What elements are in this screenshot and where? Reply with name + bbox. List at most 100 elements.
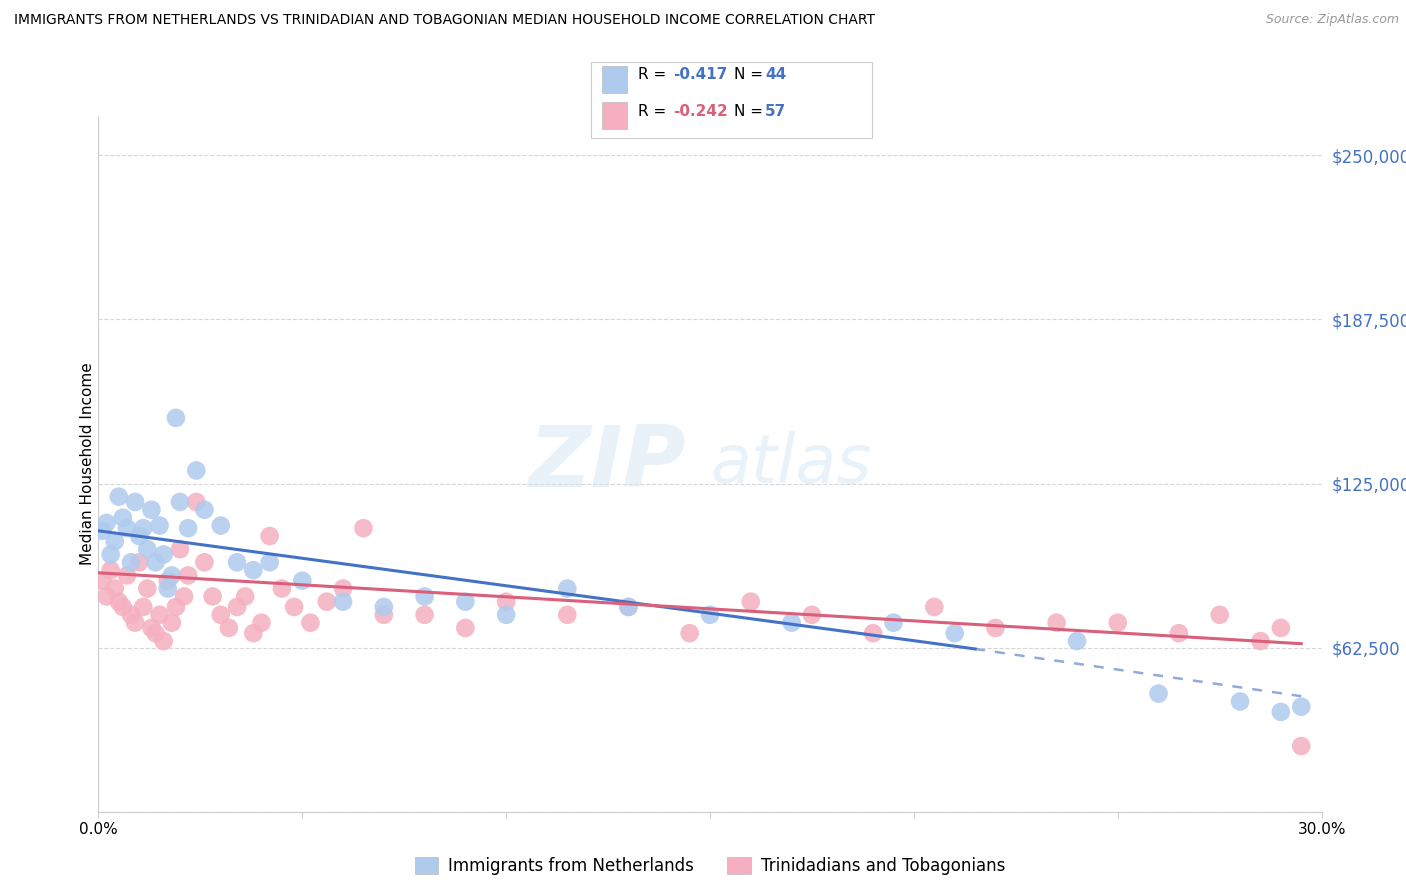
Point [149,607,172,622]
Point [801,607,824,622]
Point [165,410,187,425]
Point [104,534,127,549]
Point [120,607,142,622]
Point [883,615,905,630]
Text: 57: 57 [765,103,786,119]
Point [120,555,142,569]
Point [555,607,579,622]
Point [862,626,884,640]
Point [124,495,146,509]
Point [291,574,314,588]
Point [100,563,122,577]
Point [373,599,395,614]
Point [1270,621,1292,635]
Point [1107,615,1129,630]
Point [413,590,436,604]
Text: -0.242: -0.242 [673,103,728,119]
Text: N =: N = [734,68,768,82]
Point [177,521,200,535]
Point [141,503,163,517]
Point [193,555,215,569]
Point [156,574,179,588]
Point [108,490,131,504]
Point [299,615,322,630]
Point [141,621,163,635]
Point [1291,699,1313,714]
Point [132,599,155,614]
Point [617,599,640,614]
Point [186,463,208,477]
Point [283,599,305,614]
Point [413,607,436,622]
Point [1209,607,1232,622]
Y-axis label: Median Household Income: Median Household Income [80,362,94,566]
Point [226,555,249,569]
Point [332,582,354,596]
Point [145,555,167,569]
Point [943,626,966,640]
Point [780,615,803,630]
Point [495,595,517,609]
Point [177,568,200,582]
Point [160,568,183,582]
Point [128,529,150,543]
Point [209,518,232,533]
Point [96,516,118,530]
Point [152,634,174,648]
Point [100,548,122,562]
Point [186,495,208,509]
Point [270,582,294,596]
Point [242,626,264,640]
Point [1229,694,1251,708]
Point [454,621,477,635]
Point [201,590,224,604]
Point [111,599,134,614]
Text: R =: R = [638,103,672,119]
Text: atlas: atlas [710,431,872,497]
Point [1147,687,1170,701]
Point [315,595,337,609]
Point [352,521,374,535]
Point [165,599,187,614]
Text: -0.417: -0.417 [673,68,728,82]
Point [1249,634,1271,648]
Point [145,626,167,640]
Point [149,518,172,533]
Legend: Immigrants from Netherlands, Trinidadians and Tobagonians: Immigrants from Netherlands, Trinidadian… [406,848,1014,883]
Text: ZIP: ZIP [527,422,686,506]
Point [115,521,138,535]
Text: N =: N = [734,103,768,119]
Text: IMMIGRANTS FROM NETHERLANDS VS TRINIDADIAN AND TOBAGONIAN MEDIAN HOUSEHOLD INCOM: IMMIGRANTS FROM NETHERLANDS VS TRINIDADI… [14,13,875,28]
Point [209,607,232,622]
Point [91,524,114,538]
Point [259,555,281,569]
Point [332,595,354,609]
Point [454,595,477,609]
Point [169,495,191,509]
Point [193,503,215,517]
Point [136,542,159,557]
Point [128,555,150,569]
Point [495,607,517,622]
Point [250,615,273,630]
Point [169,542,191,557]
Point [679,626,702,640]
Point [233,590,256,604]
Text: 44: 44 [765,68,786,82]
Text: R =: R = [638,68,672,82]
Point [218,621,240,635]
Point [1270,705,1292,719]
Point [115,568,138,582]
Point [1066,634,1088,648]
Point [242,563,264,577]
Point [173,590,195,604]
Point [136,582,159,596]
Point [132,521,155,535]
Point [922,599,945,614]
Point [108,595,131,609]
Point [1291,739,1313,753]
Point [104,582,127,596]
Point [259,529,281,543]
Point [1045,615,1069,630]
Point [373,607,395,622]
